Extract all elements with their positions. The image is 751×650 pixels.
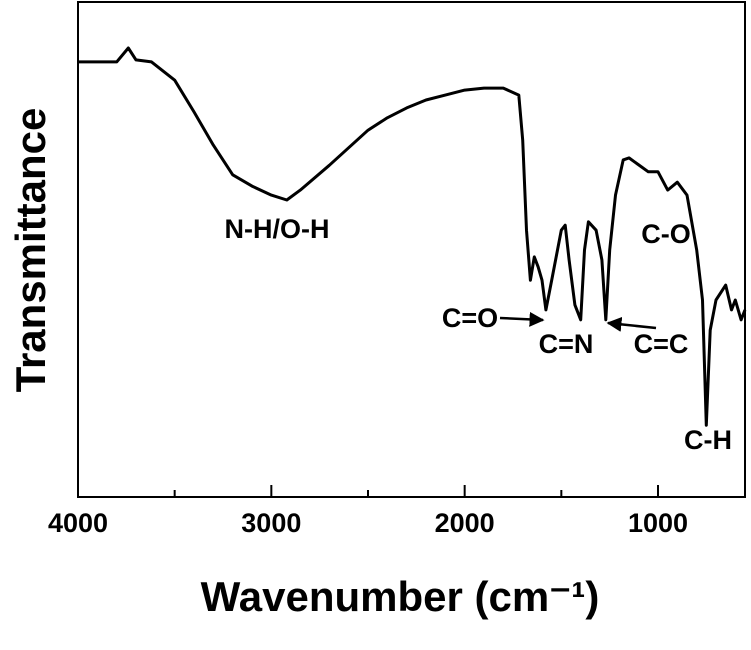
x-tick-label: 3000 bbox=[241, 508, 301, 538]
annotation: C=N bbox=[539, 329, 594, 359]
arrow bbox=[606, 316, 657, 332]
annotation: N-H/O-H bbox=[225, 214, 330, 244]
spectrum-line bbox=[78, 46, 747, 427]
annotation: C-O bbox=[641, 219, 691, 249]
annotation: C-H bbox=[684, 425, 732, 455]
x-tick-label: 4000 bbox=[48, 508, 108, 538]
y-axis-label: Transmittance bbox=[7, 108, 54, 393]
x-axis-label: Wavenumber (cm⁻¹) bbox=[201, 573, 600, 620]
x-tick-label: 1000 bbox=[628, 508, 688, 538]
x-tick-label: 2000 bbox=[435, 508, 495, 538]
arrow bbox=[499, 311, 545, 327]
annotation: C=C bbox=[634, 329, 689, 359]
annotation: C=O bbox=[442, 303, 498, 333]
plot-frame bbox=[77, 1, 746, 498]
